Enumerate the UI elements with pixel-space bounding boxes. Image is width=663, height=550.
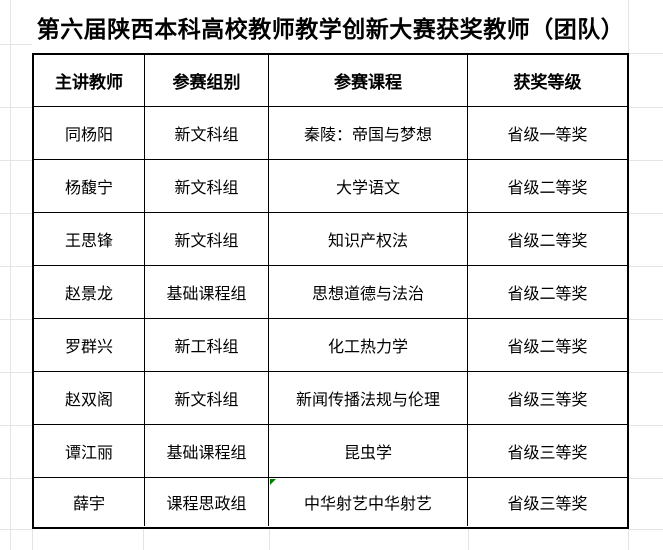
- gridline: [629, 266, 663, 267]
- gridline: [628, 529, 629, 550]
- gridline: [629, 107, 663, 108]
- gridline: [0, 425, 32, 426]
- table-cell[interactable]: 新工科组: [145, 319, 269, 372]
- table-cell[interactable]: 省级三等奖: [468, 372, 627, 425]
- table-cell[interactable]: 新文科组: [145, 213, 269, 266]
- gridline: [0, 372, 32, 373]
- table-cell[interactable]: 基础课程组: [145, 425, 269, 478]
- table-cell[interactable]: 省级三等奖: [468, 425, 627, 478]
- column-header-course[interactable]: 参赛课程: [269, 55, 468, 107]
- table-cell[interactable]: 赵景龙: [34, 266, 145, 319]
- table-cell[interactable]: 新文科组: [145, 372, 269, 425]
- gridline: [0, 160, 32, 161]
- gridline: [32, 529, 33, 550]
- gridline: [629, 319, 663, 320]
- table-cell[interactable]: 薛宇: [34, 478, 145, 526]
- table-cell[interactable]: 新文科组: [145, 160, 269, 213]
- table-cell[interactable]: 化工热力学: [269, 319, 468, 372]
- table-cell[interactable]: 同杨阳: [34, 107, 145, 160]
- gridline: [10, 0, 11, 550]
- table-cell[interactable]: 思想道德与法治: [269, 266, 468, 319]
- cell-comment-indicator-icon: [270, 479, 276, 485]
- sheet-title[interactable]: 第六届陕西本科高校教师教学创新大赛获奖教师（团队）: [36, 15, 625, 42]
- gridline: [0, 44, 32, 45]
- table-cell[interactable]: 省级三等奖: [507, 496, 588, 513]
- table-cell[interactable]: 秦陵：帝国与梦想: [269, 107, 468, 160]
- table-cell[interactable]: 罗群兴: [34, 319, 145, 372]
- table-cell[interactable]: 省级二等奖: [468, 160, 627, 213]
- gridline: [629, 425, 663, 426]
- table-cell[interactable]: 大学语文: [269, 160, 468, 213]
- gridline: [468, 529, 469, 550]
- table-cell[interactable]: 知识产权法: [269, 213, 468, 266]
- table-cell[interactable]: 新文科组: [145, 107, 269, 160]
- gridline: [269, 529, 270, 550]
- gridline: [628, 0, 629, 53]
- gridline: [629, 372, 663, 373]
- gridline: [0, 213, 32, 214]
- gridline: [629, 160, 663, 161]
- table-cell[interactable]: 课程思政组: [145, 478, 269, 526]
- table-cell[interactable]: 基础课程组: [145, 266, 269, 319]
- gridline: [629, 529, 663, 530]
- awards-table: 主讲教师 参赛组别 参赛课程 获奖等级 同杨阳 新文科组 秦陵：帝国与梦想 省级…: [32, 53, 629, 529]
- gridline: [0, 107, 32, 108]
- table-cell[interactable]: 省级二等奖: [468, 319, 627, 372]
- table-cell[interactable]: 省级二等奖: [468, 213, 627, 266]
- table-cell[interactable]: 谭江丽: [34, 425, 145, 478]
- table-cell[interactable]: 省级二等奖: [468, 266, 627, 319]
- table-cell[interactable]: 赵双阁: [34, 372, 145, 425]
- gridline: [629, 213, 663, 214]
- table-cell[interactable]: 杨馥宁: [34, 160, 145, 213]
- gridline: [0, 478, 32, 479]
- gridline: [0, 319, 32, 320]
- gridline: [143, 529, 144, 550]
- column-header-group[interactable]: 参赛组别: [145, 55, 269, 107]
- table-cell[interactable]: 省级一等奖: [468, 107, 627, 160]
- column-header-teacher[interactable]: 主讲教师: [34, 55, 145, 107]
- gridline: [0, 529, 32, 530]
- table-cell[interactable]: 昆虫学: [269, 425, 468, 478]
- gridline: [0, 266, 32, 267]
- table-cell[interactable]: 新闻传播法规与伦理: [269, 372, 468, 425]
- table-cell[interactable]: 王思锋: [34, 213, 145, 266]
- gridline: [629, 53, 663, 54]
- table-cell[interactable]: 中华射艺中华射艺: [269, 478, 468, 526]
- column-header-award[interactable]: 获奖等级: [468, 55, 627, 107]
- gridline: [629, 478, 663, 479]
